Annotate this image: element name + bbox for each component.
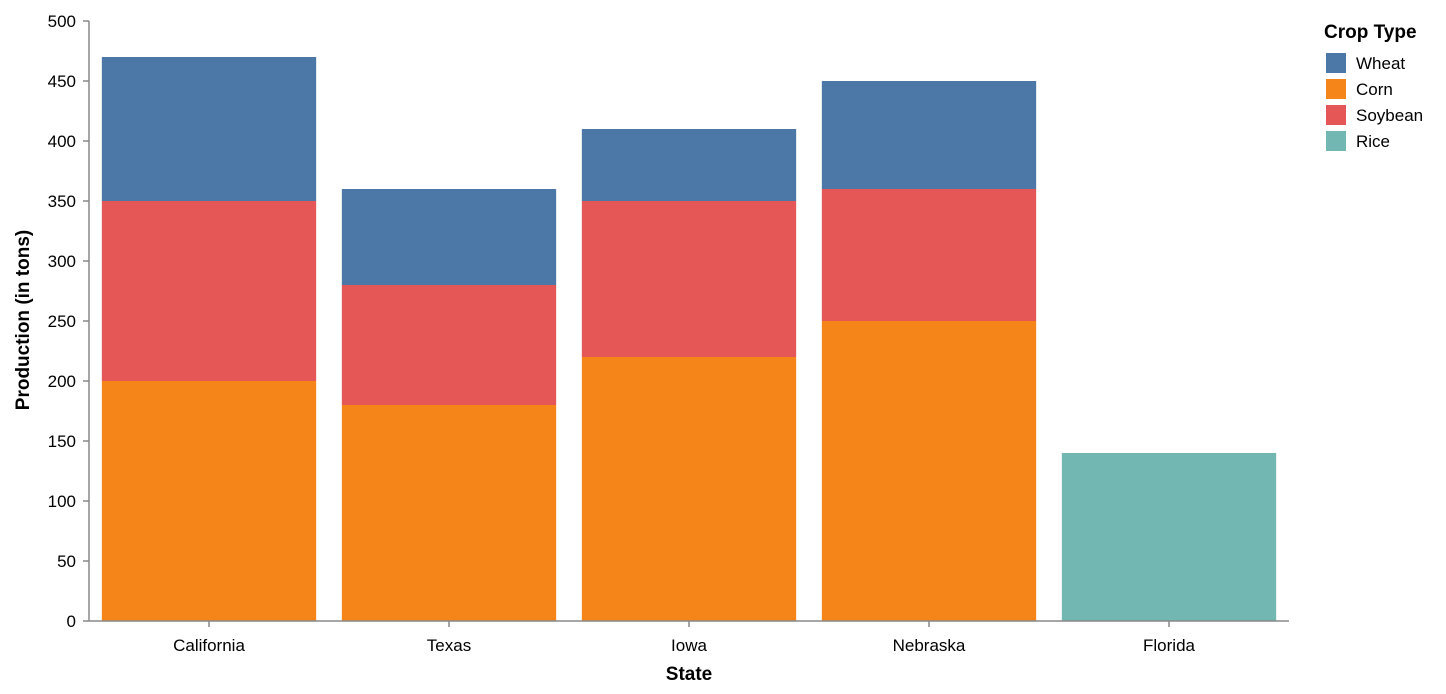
x-tick-label-florida: Florida (1143, 636, 1196, 655)
x-tick-label-texas: Texas (427, 636, 471, 655)
bars-layer (101, 57, 1277, 621)
y-tick-label: 350 (48, 192, 76, 211)
y-tick-label: 0 (67, 612, 76, 631)
x-tick-label-california: California (173, 636, 245, 655)
legend-label-corn: Corn (1356, 80, 1393, 99)
bar-nebraska-wheat (821, 81, 1037, 189)
y-tick-label: 100 (48, 492, 76, 511)
x-axis: California Texas Iowa Nebraska Florida (89, 620, 1289, 655)
legend-label-wheat: Wheat (1356, 54, 1405, 73)
x-tick-label-nebraska: Nebraska (893, 636, 966, 655)
bar-nebraska-corn (821, 321, 1037, 621)
y-tick-label: 150 (48, 432, 76, 451)
legend-label-soybean: Soybean (1356, 106, 1423, 125)
y-tick-label: 200 (48, 372, 76, 391)
y-axis: 0 50 100 150 200 250 300 350 400 450 500 (48, 12, 90, 631)
legend-label-rice: Rice (1356, 132, 1390, 151)
legend: Crop Type Wheat Corn Soybean Rice (1324, 22, 1423, 151)
legend-title: Crop Type (1324, 22, 1417, 43)
y-tick-label: 50 (57, 552, 76, 571)
legend-swatch-soybean (1326, 105, 1346, 125)
x-tick-label-iowa: Iowa (671, 636, 707, 655)
bar-florida-rice (1061, 453, 1277, 621)
bar-texas-corn (341, 405, 557, 621)
bar-california-soybean (101, 201, 317, 381)
y-tick-label: 400 (48, 132, 76, 151)
legend-swatch-corn (1326, 79, 1346, 99)
y-tick-label: 450 (48, 72, 76, 91)
y-tick-label: 300 (48, 252, 76, 271)
legend-swatch-rice (1326, 131, 1346, 151)
bar-texas-soybean (341, 285, 557, 405)
bar-iowa-soybean (581, 201, 797, 357)
y-tick-label: 250 (48, 312, 76, 331)
bar-california-corn (101, 381, 317, 621)
bar-iowa-wheat (581, 129, 797, 201)
legend-swatch-wheat (1326, 53, 1346, 73)
x-axis-title: State (666, 664, 712, 685)
y-axis-title: Production (in tons) (13, 230, 34, 410)
bar-nebraska-soybean (821, 189, 1037, 321)
bar-iowa-corn (581, 357, 797, 621)
bar-texas-wheat (341, 189, 557, 285)
bar-california-wheat (101, 57, 317, 201)
y-tick-label: 500 (48, 12, 76, 31)
